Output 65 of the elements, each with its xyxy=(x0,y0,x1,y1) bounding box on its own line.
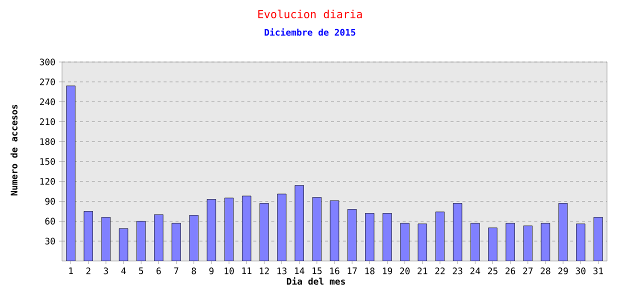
x-tick-label: 20 xyxy=(400,268,410,274)
x-tick-label: 6 xyxy=(156,268,161,274)
x-tick-label: 3 xyxy=(104,268,108,274)
bar xyxy=(347,209,357,261)
bar xyxy=(66,86,76,261)
x-tick-label: 28 xyxy=(540,268,550,274)
bar xyxy=(294,185,304,261)
x-tick-label: 21 xyxy=(418,268,428,274)
bar xyxy=(277,194,286,261)
x-tick-label: 24 xyxy=(470,268,480,274)
x-tick-label: 18 xyxy=(365,268,374,274)
y-tick-label: 180 xyxy=(40,138,55,145)
x-tick-label: 7 xyxy=(174,268,178,274)
x-tick-label: 19 xyxy=(382,268,392,274)
x-axis-title: Dia del mes xyxy=(286,277,345,285)
y-tick-label: 150 xyxy=(40,158,55,165)
bar xyxy=(172,222,181,261)
y-tick-label: 270 xyxy=(40,78,55,86)
bar xyxy=(330,200,340,261)
bar xyxy=(242,196,252,261)
y-tick-label: 120 xyxy=(40,178,55,185)
bar xyxy=(506,222,515,261)
bar xyxy=(84,211,93,261)
x-tick-label: 15 xyxy=(312,268,322,274)
x-tick-label: 29 xyxy=(558,268,568,274)
x-tick-label: 13 xyxy=(277,268,286,274)
y-tick-label: 90 xyxy=(45,198,55,205)
y-tick-label: 300 xyxy=(40,58,55,66)
x-tick-label: 30 xyxy=(576,268,586,274)
x-tick-label: 31 xyxy=(593,268,604,274)
x-tick-label: 11 xyxy=(242,268,252,274)
bar xyxy=(558,203,568,261)
bar xyxy=(452,203,462,261)
bar xyxy=(154,214,164,261)
x-tick-label: 16 xyxy=(330,268,340,274)
bar xyxy=(594,217,603,261)
bar xyxy=(488,228,498,261)
x-tick-label: 14 xyxy=(295,268,304,274)
x-tick-label: 22 xyxy=(435,268,445,274)
x-tick-label: 5 xyxy=(139,268,144,274)
bar xyxy=(312,197,322,261)
x-tick-label: 1 xyxy=(69,268,73,274)
x-tick-label: 12 xyxy=(260,268,269,274)
bar xyxy=(260,203,269,261)
x-tick-label: 10 xyxy=(224,268,234,274)
bar xyxy=(382,213,392,261)
x-tick-label: 23 xyxy=(452,268,462,274)
x-tick-label: 17 xyxy=(348,268,357,274)
x-tick-label: 25 xyxy=(488,268,498,274)
y-axis-title: Numero de accesos xyxy=(10,104,18,196)
bar xyxy=(435,212,445,261)
x-tick-label: 27 xyxy=(523,268,533,274)
y-tick-label: 60 xyxy=(45,218,55,225)
x-tick-label: 9 xyxy=(209,268,214,274)
x-tick-label: 2 xyxy=(86,268,90,274)
bar xyxy=(206,199,216,261)
y-tick-label: 240 xyxy=(40,98,55,106)
y-tick-label: 210 xyxy=(40,118,55,126)
x-tick-label: 8 xyxy=(192,268,196,274)
x-tick-label: 26 xyxy=(506,268,516,274)
x-tick-label: 4 xyxy=(121,268,126,274)
chart-subtitle: Diciembre de 2015 xyxy=(264,28,356,36)
y-tick-label: 30 xyxy=(45,238,55,244)
bar xyxy=(365,213,374,261)
chart-title: Evolucion diaria xyxy=(258,10,362,18)
